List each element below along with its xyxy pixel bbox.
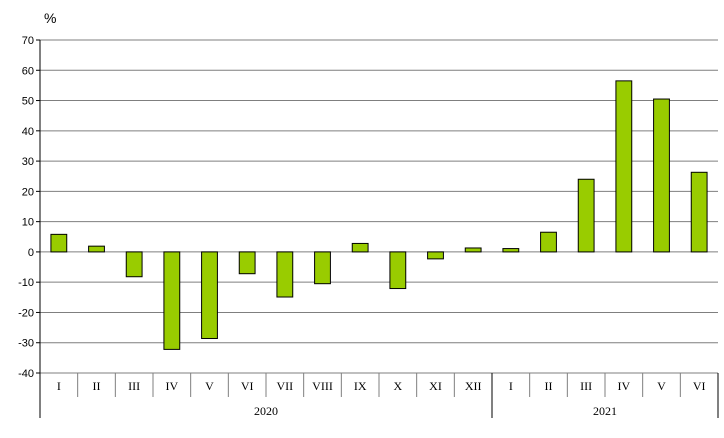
bar [653,98,670,253]
x-tick-label: VI [241,379,254,393]
bar [615,80,633,253]
x-tick-label: IV [165,379,178,393]
bar [201,251,218,339]
y-tick-label: 70 [22,35,34,47]
y-tick-label: -30 [18,338,34,350]
year-group-labels: 2020 2021 [254,404,617,418]
y-tick-label: 20 [22,186,34,198]
x-tick-label: VI [693,379,706,393]
x-tick-label: I [57,379,61,393]
y-tick-label: -40 [18,368,34,380]
bar [389,251,407,290]
bar [88,245,105,253]
bar [464,247,482,253]
bar [238,251,256,275]
y-tick-labels: 70 60 50 40 30 20 10 0 -10 -20 -30 -40 [18,35,34,380]
bar [163,251,181,350]
x-tick-labels: I II III IV V VI VII VIII IX X XI XII I II III IV V VI [57,379,706,393]
x-tick-label: VII [276,379,293,393]
y-tick-label: 50 [22,96,34,108]
bar [427,251,444,260]
x-tick-label: II [93,379,101,393]
x-tick-label: I [509,379,513,393]
x-tick-label: II [545,379,553,393]
x-tick-label: V [657,379,666,393]
x-tick-label: XII [465,379,482,393]
x-tick-label: IV [617,379,630,393]
y-tick-label: 10 [22,217,34,229]
y-axis-unit-label: % [44,10,56,26]
x-tick-label: X [393,379,402,393]
bar [502,248,520,253]
x-tick-label: XI [429,379,442,393]
y-tick-label: 30 [22,156,34,168]
bar [690,171,708,253]
y-tick-label: 0 [28,247,34,259]
x-tick-label: IX [354,379,367,393]
bar [577,178,595,253]
x-tick-label: III [580,379,592,393]
axes [36,39,719,418]
y-tick-label: -10 [18,277,34,289]
bar [540,231,557,253]
bars [50,80,708,350]
x-tick-label: VIII [312,379,333,393]
y-tick-label: 60 [22,65,34,77]
bar [351,242,369,253]
bar [276,251,294,298]
year-label: 2020 [254,404,278,418]
y-tick-label: -20 [18,307,34,319]
x-tick-label: V [205,379,214,393]
year-label: 2021 [593,404,617,418]
bar [314,251,331,285]
x-tick-label: III [128,379,140,393]
bar [50,233,68,253]
y-tick-label: 40 [22,126,34,138]
bar [125,251,143,278]
